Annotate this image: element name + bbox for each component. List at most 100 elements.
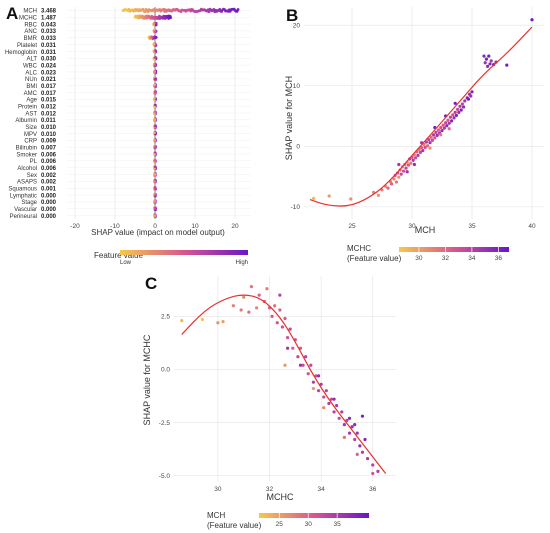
panel-c-point: [329, 397, 334, 401]
panel-c-point: [371, 471, 375, 476]
panel-a-point: [154, 77, 157, 81]
panel-b-point: [406, 163, 410, 167]
panel-c-point: [360, 450, 365, 454]
panel-a-x-tick-label: -20: [70, 223, 80, 230]
panel-b-point: [530, 18, 534, 22]
panel-a-point: [154, 35, 158, 39]
panel-b-point: [483, 61, 487, 65]
panel-a-mean-shap-value: 0.002: [41, 173, 57, 179]
panel-b-point: [457, 110, 461, 114]
panel-a-point: [153, 110, 157, 114]
panel-c-point: [239, 308, 243, 312]
panel-a-mean-shap-value: 0.033: [41, 29, 57, 35]
panel-b-point: [420, 145, 424, 150]
panel-b-point: [427, 138, 431, 142]
panel-b-point: [487, 54, 491, 58]
panel-b-point: [453, 110, 457, 114]
panel-b-x-tick-label: 35: [468, 223, 476, 230]
panel-a-feature-label: Smoker: [16, 152, 37, 158]
panel-b-point: [435, 133, 439, 138]
panel-c-point: [347, 431, 352, 435]
panel-b-point: [489, 59, 493, 63]
panel-a-point: [152, 42, 156, 46]
panel-a-mean-shap-value: 0.017: [41, 91, 57, 97]
panel-a-mean-shap-value: 0.000: [41, 193, 57, 199]
panel-b-point: [484, 57, 488, 61]
panel-a-point: [153, 194, 157, 198]
panel-b-point: [446, 118, 450, 122]
panel-c-point: [280, 325, 285, 329]
panel-a-mean-shap-value: 0.006: [41, 152, 57, 158]
panel-a-mean-shap-value: 0.021: [41, 77, 57, 83]
panel-c-point: [273, 304, 277, 308]
panel-c-point: [285, 335, 290, 340]
panel-b-point: [445, 124, 449, 128]
panel-b-point: [428, 146, 432, 150]
panel-c-y-tick-label: 2.5: [161, 314, 170, 321]
panel-a-feature-label: Albumin: [15, 118, 37, 124]
panel-a-mean-shap-value: 0.043: [41, 22, 57, 28]
panel-a-feature-label: Perineural: [10, 214, 37, 220]
panel-a-point: [153, 69, 156, 73]
panel-c-fit-line: [181, 294, 387, 474]
panel-a-mean-shap-value: 0.031: [41, 43, 57, 49]
panel-b-point: [392, 177, 396, 181]
panel-a-mean-shap-value: 0.006: [41, 166, 57, 172]
panel-c-point: [265, 287, 269, 291]
panel-a-feature-label: Vascular: [14, 207, 37, 213]
panel-b-y-tick-label: 0: [296, 144, 300, 151]
panel-a-point: [152, 23, 156, 26]
panel-a-feature-label: MCHC: [19, 16, 38, 22]
panel-c-point: [316, 374, 321, 378]
panel-a-point: [153, 145, 157, 149]
panel-a-feature-label: RBC: [24, 22, 37, 28]
panel-c-point: [311, 380, 315, 384]
panel-b-point: [421, 148, 425, 153]
panel-b-point: [441, 123, 445, 127]
panel-a-point: [153, 179, 157, 183]
panel-a-feature-label: ASAPS: [17, 180, 37, 186]
panel-c-plot-area: [174, 276, 396, 482]
panel-c-point: [327, 401, 331, 406]
panel-a-letter: A: [6, 4, 18, 23]
panel-c-point: [247, 310, 251, 314]
panel-a-x-tick-label: 10: [191, 223, 199, 230]
panel-a-feature-label: ANC: [24, 29, 37, 35]
panel-c-x-tick-label: 32: [266, 486, 274, 493]
panel-c-point: [324, 389, 328, 393]
panel-c-point: [288, 327, 292, 331]
panel-c-point: [332, 397, 336, 401]
panel-b-point: [462, 105, 466, 109]
panel-a-mean-shap-value: 0.017: [41, 84, 57, 90]
panel-c-y-tick-label: 0.0: [161, 367, 170, 374]
panel-b-legend-tick-label: 34: [468, 255, 476, 262]
panel-a-point: [153, 139, 156, 142]
panel-a-feature-label: Sex: [27, 173, 37, 179]
panel-c-x-tick-label: 36: [369, 486, 377, 493]
panel-b-point: [404, 166, 408, 170]
panel-b-point: [447, 127, 451, 131]
panel-b-point: [434, 130, 438, 134]
panel-b-point: [488, 62, 492, 66]
panel-b-point: [416, 153, 420, 157]
panel-a-x-tick-label: 20: [231, 223, 239, 230]
panel-c-point: [278, 293, 282, 297]
panel-b-point: [470, 90, 474, 94]
panel-b-point: [376, 193, 380, 197]
panel-b-point: [447, 121, 451, 125]
panel-a-mean-shap-value: 0.010: [41, 125, 57, 131]
panel-a-feature-label: BMR: [24, 36, 38, 42]
panel-a-feature-label: PL: [30, 159, 38, 165]
panel-a-feature-labels: MCHMCHCRBCANCBMRPlateletHemoglobinALTWBC…: [5, 9, 38, 220]
panel-b-point: [456, 107, 460, 111]
panel-b-x-tick-label: 25: [348, 223, 356, 230]
panel-b-point: [444, 121, 448, 125]
panel-c-y-axis-label: SHAP value for MCHC: [142, 334, 152, 425]
panel-c-point: [257, 293, 261, 297]
panel-b-point: [486, 64, 490, 68]
panel-c-legend-ticks: 25 30 35: [276, 513, 341, 528]
panel-b-legend-title: MCHC: [347, 244, 371, 253]
panel-c-point: [363, 437, 367, 442]
panel-a-point: [153, 159, 157, 162]
